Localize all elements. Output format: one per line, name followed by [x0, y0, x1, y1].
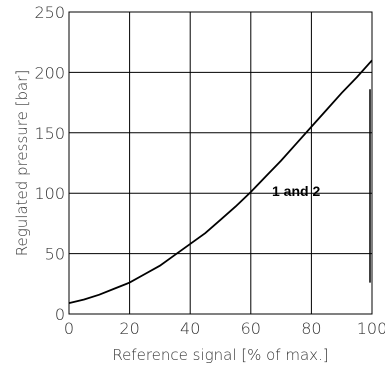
x-tick-label: 60: [241, 319, 261, 338]
x-tick-labels: 0 20 40 60 80 100: [64, 319, 385, 338]
x-tick-label: 100: [357, 319, 385, 338]
y-tick-label: 250: [34, 3, 65, 22]
x-axis-label: Reference signal [% of max.]: [112, 346, 328, 364]
x-tick-label: 40: [180, 319, 200, 338]
x-tick-label: 20: [119, 319, 139, 338]
y-tick-label: 150: [34, 124, 65, 143]
y-axis-label: Regulated pressure [bar]: [13, 70, 31, 256]
curve-annotation: 1 and 2: [272, 183, 320, 199]
y-tick-label: 100: [34, 184, 65, 203]
x-tick-label: 80: [301, 319, 321, 338]
y-tick-label: 50: [45, 245, 65, 264]
y-tick-labels: 0 50 100 150 200 250: [34, 3, 65, 324]
grid: [68, 11, 373, 315]
x-tick-label: 0: [64, 319, 74, 338]
y-tick-label: 200: [34, 63, 65, 82]
plot-frame: [68, 11, 373, 315]
y-tick-label: 0: [55, 305, 65, 324]
pressure-curve: [68, 59, 373, 305]
curve-layer: [68, 59, 373, 305]
